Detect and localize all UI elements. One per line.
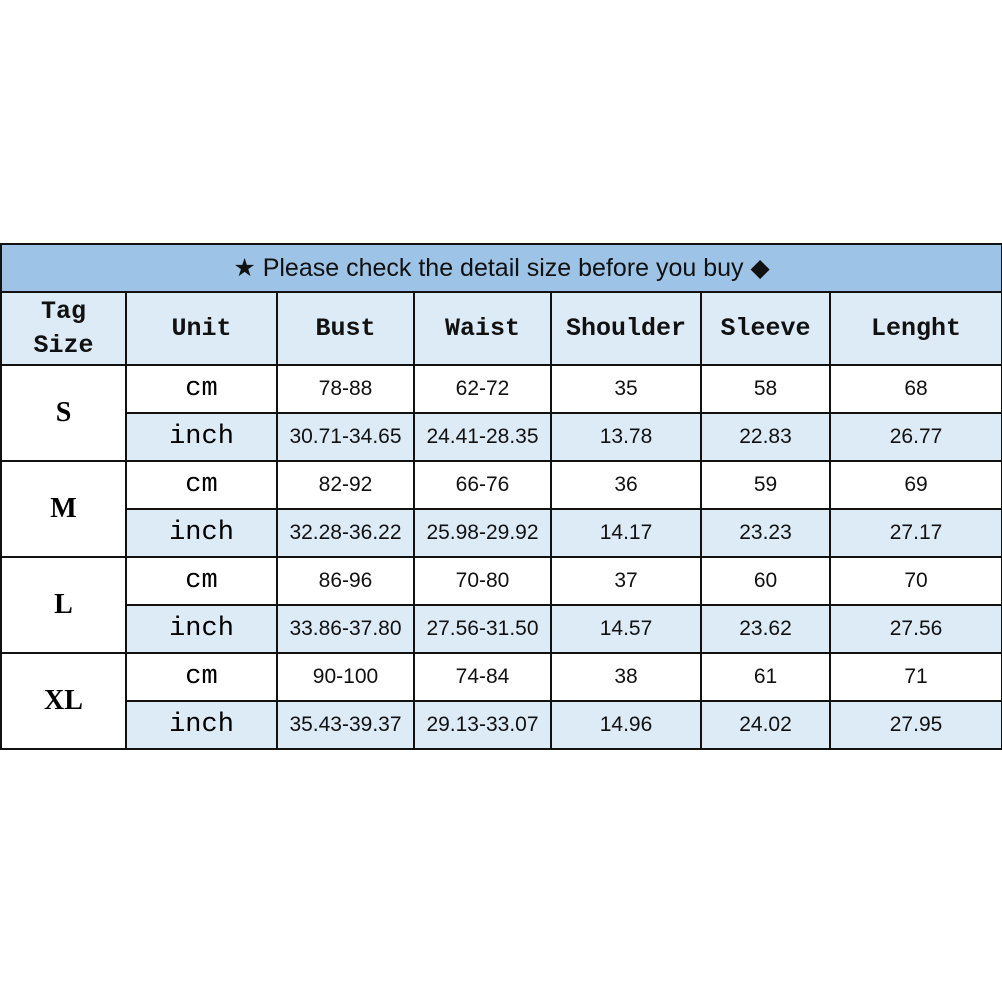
column-header: Lenght xyxy=(828,291,1002,366)
unit-cell: cm xyxy=(125,364,278,414)
table-row: inch 32.28-36.22 25.98-29.92 14.17 23.23 27.1… xyxy=(1,508,1002,558)
column-header: Sleeve xyxy=(700,291,831,366)
column-header: Bust xyxy=(276,291,415,366)
value-cell: 60 xyxy=(700,556,831,606)
size-cell: M xyxy=(0,460,127,558)
value-cell: 70-80 xyxy=(413,556,552,606)
star-icon: ★ xyxy=(233,254,256,282)
value-cell: 66-76 xyxy=(413,460,552,510)
size-chart-table: ★ Please check the detail size before yo… xyxy=(0,243,1002,750)
column-header: Waist xyxy=(413,291,552,366)
column-header: Tag Size xyxy=(0,291,127,366)
unit-cell: cm xyxy=(125,460,278,510)
value-cell: 86-96 xyxy=(276,556,415,606)
value-cell: 62-72 xyxy=(413,364,552,414)
value-cell: 25.98-29.92 xyxy=(413,508,552,558)
value-cell: 24.02 xyxy=(700,700,831,750)
column-header: Shoulder xyxy=(550,291,702,366)
unit-cell: cm xyxy=(125,652,278,702)
value-cell: 70 xyxy=(828,556,1002,606)
diamond-icon: ◆ xyxy=(750,254,770,282)
value-cell: 35.43-39.37 xyxy=(276,700,415,750)
size-cell: S xyxy=(0,364,127,462)
unit-cell: inch xyxy=(125,604,278,654)
value-cell: 82-92 xyxy=(276,460,415,510)
unit-cell: cm xyxy=(125,556,278,606)
value-cell: 61 xyxy=(700,652,831,702)
value-cell: 24.41-28.35 xyxy=(413,412,552,462)
value-cell: 38 xyxy=(550,652,702,702)
value-cell: 69 xyxy=(828,460,1002,510)
table-row: inch 33.86-37.80 27.56-31.50 14.57 23.62 27.5… xyxy=(1,604,1002,654)
value-cell: 27.56-31.50 xyxy=(413,604,552,654)
value-cell: 23.23 xyxy=(700,508,831,558)
value-cell: 26.77 xyxy=(828,412,1002,462)
value-cell: 14.17 xyxy=(550,508,702,558)
header-row: Tag Size Unit Bust Waist Shoulder Sleeve Lengh… xyxy=(0,291,1002,366)
unit-cell: inch xyxy=(125,508,278,558)
value-cell: 35 xyxy=(550,364,702,414)
value-cell: 33.86-37.80 xyxy=(276,604,415,654)
value-cell: 74-84 xyxy=(413,652,552,702)
column-header: Unit xyxy=(125,291,278,366)
value-cell: 22.83 xyxy=(700,412,831,462)
value-cell: 90-100 xyxy=(276,652,415,702)
table-title: ★ Please check the detail size before yo… xyxy=(0,243,1002,293)
value-cell: 13.78 xyxy=(550,412,702,462)
table-row: inch 30.71-34.65 24.41-28.35 13.78 22.83 26.7… xyxy=(1,412,1002,462)
value-cell: 29.13-33.07 xyxy=(413,700,552,750)
unit-cell: inch xyxy=(125,412,278,462)
value-cell: 27.17 xyxy=(828,508,1002,558)
table-row: inch 35.43-39.37 29.13-33.07 14.96 24.02 27.9… xyxy=(1,700,1002,750)
title-text: Please check the detail size before you … xyxy=(262,254,744,282)
value-cell: 27.56 xyxy=(828,604,1002,654)
value-cell: 23.62 xyxy=(700,604,831,654)
value-cell: 27.95 xyxy=(828,700,1002,750)
size-cell: L xyxy=(0,556,127,654)
value-cell: 68 xyxy=(828,364,1002,414)
value-cell: 30.71-34.65 xyxy=(276,412,415,462)
value-cell: 78-88 xyxy=(276,364,415,414)
value-cell: 59 xyxy=(700,460,831,510)
unit-cell: inch xyxy=(125,700,278,750)
table-row: XL cm 90-100 74-84 38 61 71 xyxy=(0,652,1002,750)
value-cell: 58 xyxy=(700,364,831,414)
value-cell: 32.28-36.22 xyxy=(276,508,415,558)
value-cell: 71 xyxy=(828,652,1002,702)
value-cell: 37 xyxy=(550,556,702,606)
size-cell: XL xyxy=(0,652,127,750)
value-cell: 14.57 xyxy=(550,604,702,654)
value-cell: 14.96 xyxy=(550,700,702,750)
value-cell: 36 xyxy=(550,460,702,510)
